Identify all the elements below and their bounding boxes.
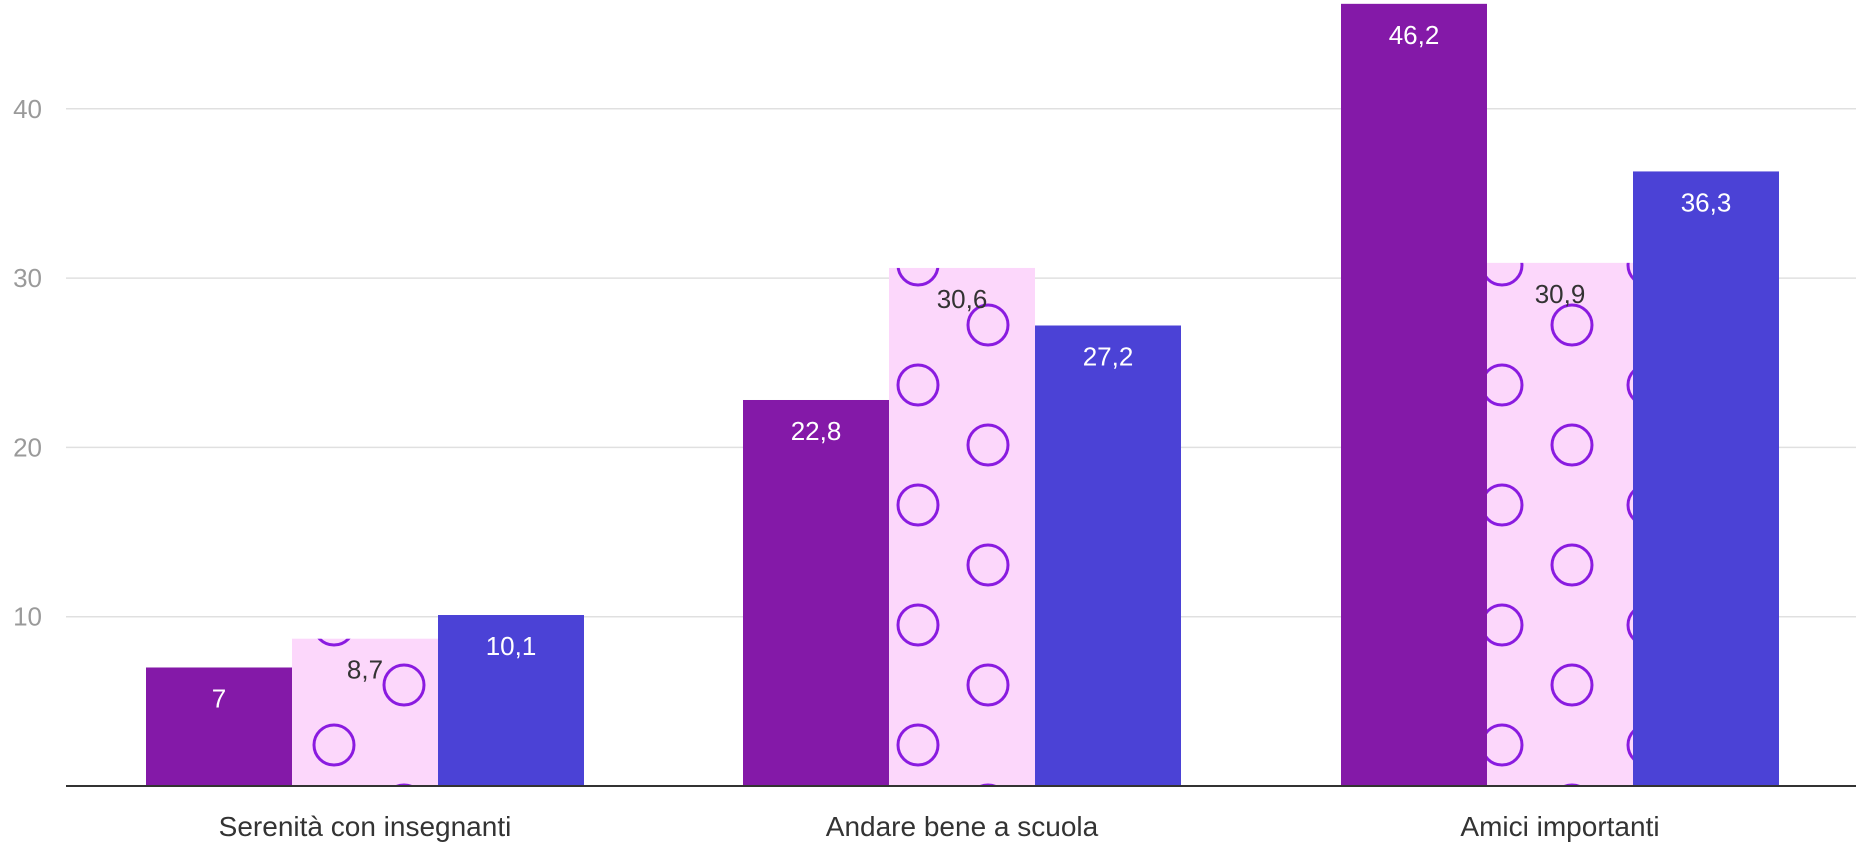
data-label: 27,2 [1083,342,1134,372]
data-label: 8,7 [347,655,383,685]
data-label: 30,6 [937,284,988,314]
x-category-label: Andare bene a scuola [826,811,1099,842]
axes: 10 20 30 40 Serenità con insegnanti Andare be… [13,94,1856,842]
data-label: 46,2 [1389,20,1440,50]
bar [146,667,292,786]
data-label: 7 [212,683,226,713]
data-label: 30,9 [1535,279,1586,309]
data-label: 36,3 [1681,187,1732,217]
y-tick-label: 20 [13,432,42,462]
bar [743,399,889,786]
y-tick-label: 10 [13,602,42,632]
data-label: 10,1 [486,631,537,661]
bars [146,3,1779,787]
bar [1341,3,1487,787]
y-tick-label: 40 [13,94,42,124]
x-category-label: Serenità con insegnanti [219,811,512,842]
bar [438,615,584,786]
bar-pattern-overlay [1487,262,1633,786]
bar [1035,325,1181,786]
bar-pattern-overlay [889,267,1035,786]
x-category-label: Amici importanti [1460,811,1659,842]
y-tick-label: 30 [13,263,42,293]
bar [1633,171,1779,787]
bar-pattern-overlay [292,638,438,786]
labels: 7 22,8 46,2 8,7 30,6 30,9 10,1 27,2 36,3 [212,20,1732,714]
data-label: 22,8 [791,416,842,446]
